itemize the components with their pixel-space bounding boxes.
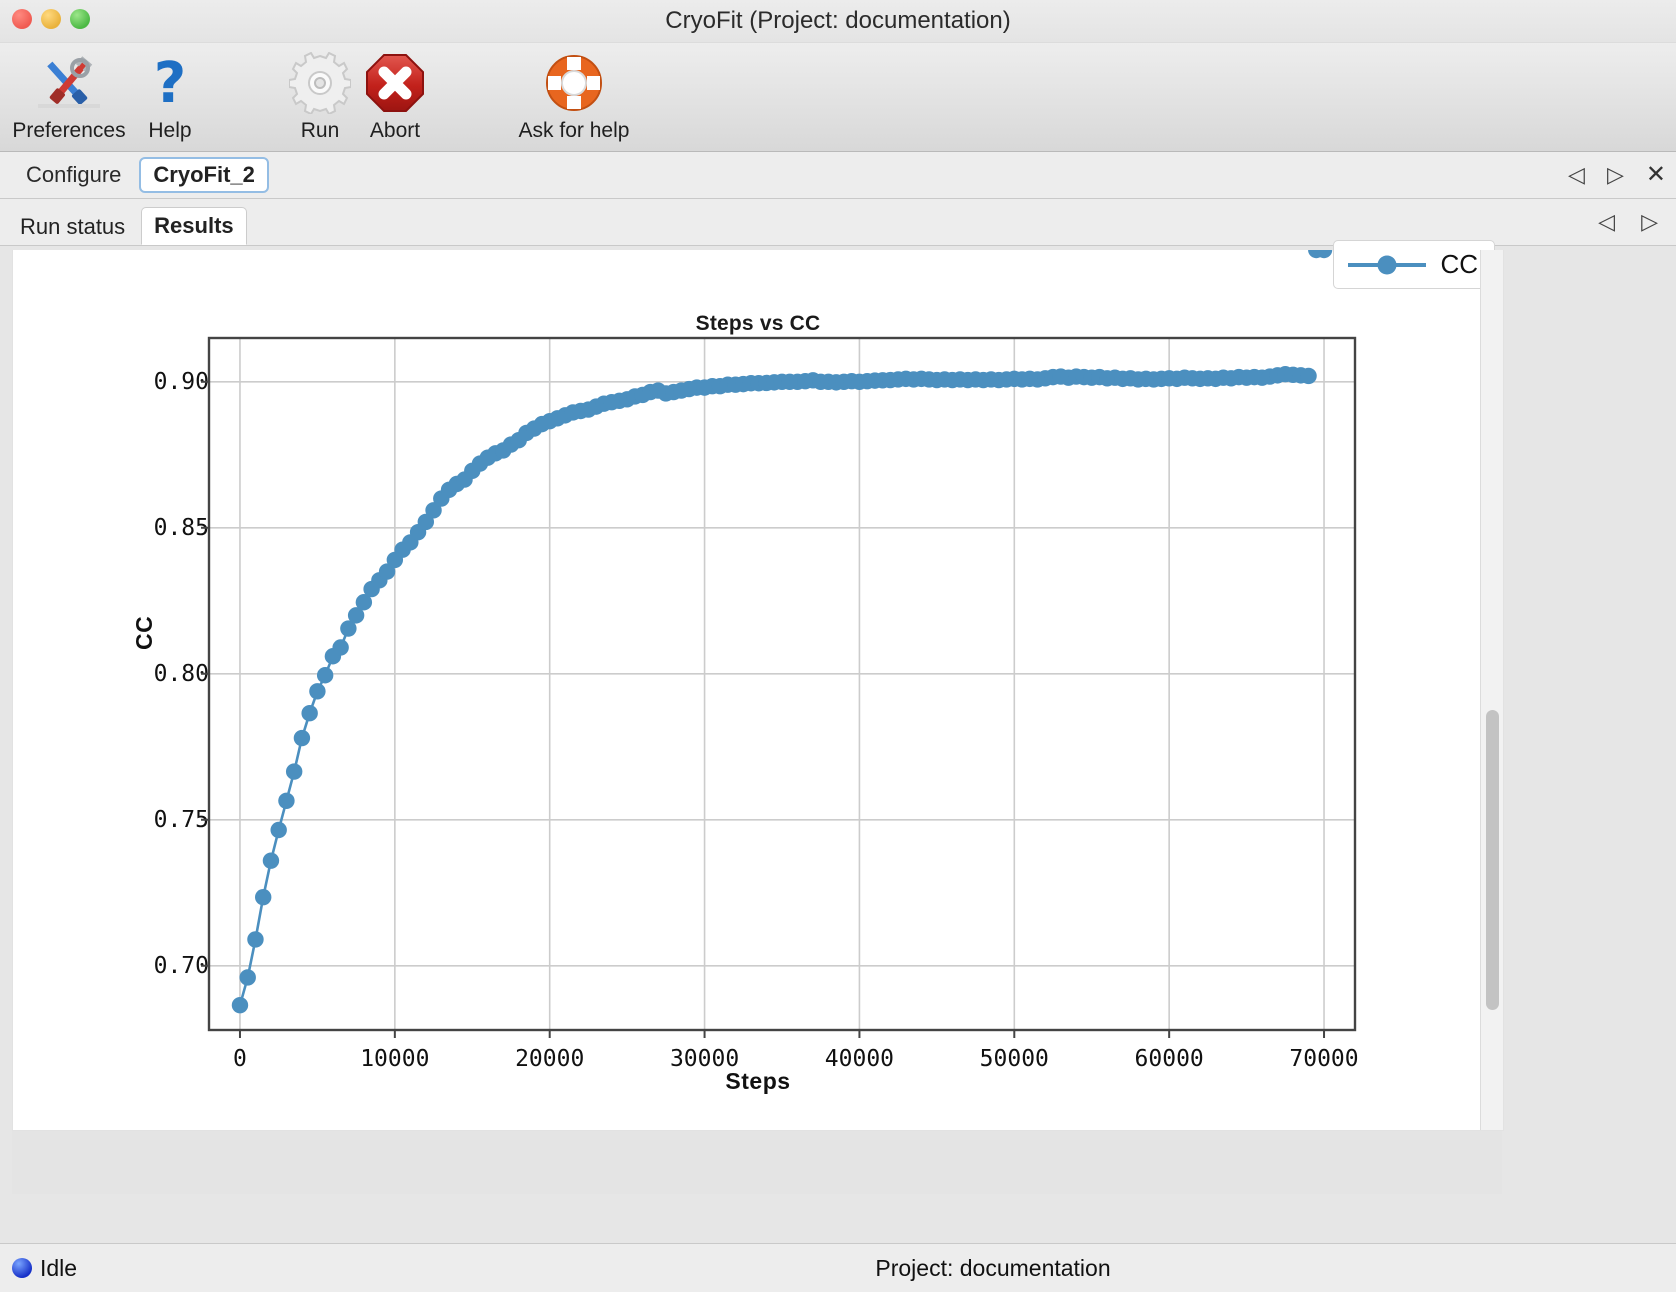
sub-tab-controls: ◁ ▷ (1598, 199, 1658, 245)
close-tab-icon[interactable]: ✕ (1645, 161, 1666, 188)
toolbar-label-run: Run (300, 119, 340, 142)
minimize-window-button[interactable] (41, 9, 61, 29)
status-indicator-icon (12, 1258, 32, 1278)
sub-tab-bar: Run status Results ◁ ▷ (0, 199, 1676, 246)
gear-icon (289, 49, 351, 117)
tab-run-status[interactable]: Run status (20, 214, 126, 239)
tab-cryofit-2[interactable]: CryoFit_2 (139, 157, 269, 193)
toolbar-label-preferences: Preferences (12, 119, 126, 142)
toolbar-button-help[interactable]: ? Help (134, 49, 206, 143)
project-tab-bar: Configure CryoFit_2 ◁ ▷ ✕ (0, 152, 1676, 199)
x-tick-label: 30000 (669, 1046, 740, 1072)
x-tick-label: 20000 (515, 1046, 585, 1072)
x-axis-label: Steps (725, 1068, 791, 1094)
life-ring-icon (543, 49, 605, 117)
y-tick-label: 0.85 (153, 514, 209, 541)
steps-vs-cc-figure: CC Steps vs CC CC Steps 0.70 0.75 0.80 0.85… (13, 240, 1503, 1130)
tab-results[interactable]: Results (141, 207, 247, 245)
toolbar-button-ask-for-help[interactable]: Ask for help (502, 49, 646, 143)
legend-marker-icon (1348, 255, 1427, 274)
x-tick-label: 60000 (1134, 1046, 1204, 1072)
x-tick-label: 50000 (979, 1046, 1049, 1072)
x-tick-label: 0 (233, 1046, 247, 1072)
toolbar-button-abort[interactable]: Abort (354, 49, 436, 143)
toolbar: Preferences ? Help Run (0, 43, 1676, 152)
window-controls (12, 9, 90, 29)
tab-next-icon[interactable]: ▷ (1606, 162, 1624, 187)
status-bar: Idle Project: documentation (0, 1243, 1676, 1292)
toolbar-button-run[interactable]: Run (280, 49, 360, 143)
svg-text:?: ? (154, 52, 186, 114)
y-tick-label: 0.75 (153, 806, 209, 833)
y-tick-label: 0.70 (153, 952, 209, 979)
project-tab-controls: ◁ ▷ ✕ (1568, 152, 1666, 198)
vertical-scrollbar-thumb[interactable] (1486, 710, 1499, 1010)
status-state: Idle (40, 1254, 78, 1281)
y-tick-label: 0.90 (153, 368, 209, 395)
y-axis-ticks: 0.70 0.75 0.80 0.85 0.90 (13, 250, 209, 1130)
subtab-prev-icon[interactable]: ◁ (1598, 209, 1616, 234)
vertical-scrollbar-track[interactable] (1480, 250, 1503, 1130)
plot-pane: CC Steps vs CC CC Steps 0.70 0.75 0.80 0.85… (12, 240, 1504, 1131)
close-window-button[interactable] (12, 9, 32, 29)
status-project: Project: documentation (875, 1254, 1111, 1281)
title-bar: CryoFit (Project: documentation) (0, 0, 1676, 43)
chart-title: Steps vs CC (695, 312, 821, 335)
tab-configure[interactable]: Configure (26, 162, 122, 187)
x-tick-label: 10000 (360, 1046, 430, 1072)
tab-prev-icon[interactable]: ◁ (1568, 162, 1585, 187)
legend-label-cc: CC (1440, 249, 1478, 279)
question-mark-icon: ? (146, 49, 194, 117)
subtab-next-icon[interactable]: ▷ (1641, 209, 1658, 234)
toolbar-label-ask-for-help: Ask for help (518, 119, 630, 142)
y-tick-label: 0.80 (153, 660, 209, 687)
toolbar-button-preferences[interactable]: Preferences (8, 49, 130, 143)
tools-icon (36, 49, 102, 117)
toolbar-label-help: Help (148, 119, 192, 142)
chart-plot-area (201, 250, 1357, 1038)
zoom-window-button[interactable] (70, 9, 90, 29)
chart-legend[interactable]: CC (1333, 240, 1495, 289)
results-content: CC Steps vs CC CC Steps 0.70 0.75 0.80 0.85… (0, 240, 1676, 1243)
window-title: CryoFit (Project: documentation) (665, 7, 1011, 34)
x-tick-label: 40000 (824, 1046, 895, 1072)
x-tick-label: 70000 (1289, 1046, 1359, 1072)
pane-filler (12, 1130, 1502, 1194)
toolbar-label-abort: Abort (369, 119, 421, 142)
stop-x-icon (364, 49, 426, 117)
x-axis-ticks: 0 10000 20000 30000 40000 50000 60000 70000 (13, 250, 1503, 1130)
